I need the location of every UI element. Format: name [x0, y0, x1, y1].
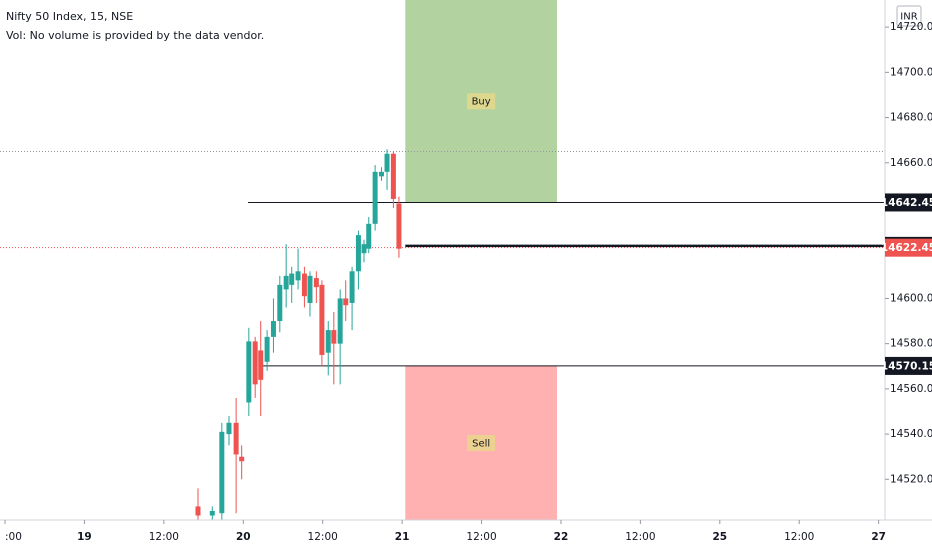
candle-body [384, 153, 390, 172]
candle-body [209, 510, 215, 516]
y-tick-label: 14720.00 [890, 21, 932, 33]
level-badge: 14642.45 [881, 197, 932, 209]
chart-title: Nifty 50 Index, 15, NSE [6, 10, 133, 23]
zone-label-bg [467, 93, 496, 110]
candle-body [396, 203, 402, 249]
candle-body [325, 330, 331, 353]
candle-body [331, 330, 337, 344]
candle-body [239, 456, 245, 462]
x-tick-label: 20 [236, 531, 251, 543]
x-tick-label: 12:00 [308, 531, 338, 543]
x-tick-label: 27 [871, 531, 886, 543]
zone-label: Sell [472, 438, 490, 449]
candle-body [366, 223, 372, 249]
candle-body [301, 273, 307, 297]
candle-body [219, 431, 225, 514]
y-tick-label: 14680.00 [890, 112, 932, 124]
candle-body [295, 271, 301, 281]
candle-body [258, 350, 264, 380]
last-price-badge: 14622.45 [881, 242, 932, 254]
level-badge: 14570.15 [881, 360, 932, 372]
candle-body [233, 422, 239, 455]
x-tick-label: 12:00 [466, 531, 496, 543]
y-tick-label: 14580.00 [890, 338, 932, 350]
x-tick-label: 22 [554, 531, 569, 543]
candle-body [277, 284, 283, 322]
candle-body [283, 275, 289, 290]
candle-body [372, 171, 378, 224]
candle-body [355, 235, 361, 272]
candle-body [337, 298, 343, 344]
candle-body [270, 321, 276, 337]
x-tick-label: 12:00 [149, 531, 179, 543]
currency-box[interactable] [896, 5, 922, 27]
y-tick-label: 14520.00 [890, 473, 932, 485]
zone-label-bg [467, 434, 496, 451]
x-tick-label: 12:00 [784, 531, 814, 543]
y-tick-label: 14560.00 [890, 383, 932, 395]
candle-body [252, 341, 258, 385]
level-badge-bg [885, 193, 932, 212]
y-tick-label: 14600.00 [890, 292, 932, 304]
currency: INR [900, 12, 917, 23]
candle-body [378, 171, 384, 177]
y-tick-label: 14660.00 [890, 157, 932, 169]
candle-body [349, 271, 355, 303]
candle-body [343, 298, 349, 306]
chart-subtitle: Vol: No volume is provided by the data v… [6, 29, 264, 42]
level-badge-bg [885, 356, 932, 375]
x-tick-label: 25 [712, 531, 727, 543]
candle-body [361, 244, 367, 254]
x-tick-label: 12:00 [625, 531, 655, 543]
y-tick-label: 14700.00 [890, 66, 932, 78]
candle-body [195, 506, 201, 516]
x-tick-label: 19 [77, 531, 92, 543]
candle-body [226, 422, 232, 435]
plot [0, 149, 885, 520]
candle-body [289, 273, 295, 285]
x-tick-label: :00 [5, 531, 22, 543]
candle-body [313, 278, 319, 288]
candle-body [264, 336, 270, 362]
zones: Buy Sell [405, 0, 557, 520]
x-tick-label: 21 [395, 531, 410, 543]
zone-label: Buy [472, 97, 491, 108]
y-tick-label: 14540.00 [890, 428, 932, 440]
last-price-badge-bg [885, 238, 932, 257]
candle-body [307, 275, 313, 303]
candle-body [390, 153, 396, 199]
candle-body [319, 284, 325, 355]
candle-body [246, 341, 252, 403]
